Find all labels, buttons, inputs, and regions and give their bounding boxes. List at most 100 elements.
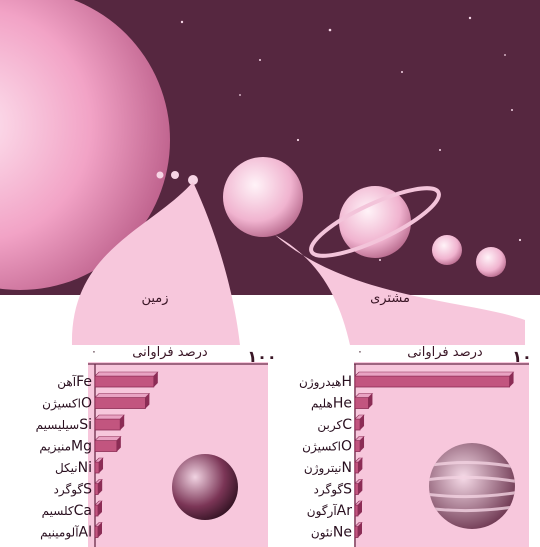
earth-name-ni: نیکل xyxy=(55,461,78,475)
earth-bar-side-s xyxy=(98,479,103,495)
jupiter-bar-he xyxy=(354,397,369,409)
earth-bar-top-fe xyxy=(94,371,159,377)
jupiter-symbol-s: S xyxy=(343,482,352,498)
earth-symbol-ca: Ca xyxy=(74,503,92,519)
earth-label-al: آلومینیمAl xyxy=(40,525,92,541)
earth-label: زمین xyxy=(141,291,168,306)
earth-symbol-o: O xyxy=(81,396,92,412)
jupiter-bars: هیدروژنH هلیمHe کربنC اکسیژنO نیتروژنN گوگردS… xyxy=(299,371,515,541)
earth-name-ca: کلسیم xyxy=(42,504,74,518)
earth-bar-ca xyxy=(94,504,99,517)
jupiter-label-ne: نئونNe xyxy=(311,525,352,541)
earth-bar-si xyxy=(94,418,121,431)
jupiter-name-c: کربن xyxy=(317,418,342,433)
jupiter-label-o: اکسیژنO xyxy=(302,439,352,455)
earth-label-o: اکسیژنO xyxy=(42,396,92,412)
earth-bar-ni xyxy=(94,461,100,474)
jupiter-bar-side-c xyxy=(360,415,365,430)
jupiter-bar-h xyxy=(354,375,510,388)
earth-bar-o xyxy=(94,397,146,409)
sun-icon xyxy=(0,0,170,290)
earth-label-fe: آهنFe xyxy=(57,374,92,390)
jupiter-callout xyxy=(275,235,525,345)
jupiter-bar-side-ne xyxy=(358,522,362,538)
jupiter-bar-side-h xyxy=(509,372,514,387)
earth-bar-top-si xyxy=(94,414,125,420)
earth-tick-min: ۰ xyxy=(91,345,97,358)
jupiter-bar-c xyxy=(354,418,361,431)
jupiter-axis-title: درصد فراوانی xyxy=(407,345,483,360)
jupiter-name-ar: آرگون xyxy=(307,503,338,519)
jupiter-name-n: نیتروژن xyxy=(304,461,342,476)
jupiter-name-s: گوگرد xyxy=(314,483,344,498)
jupiter-bar-o xyxy=(354,440,361,452)
earth-bar-top-mg xyxy=(94,436,122,441)
earth-name-o: اکسیژن xyxy=(42,397,81,412)
earth-name-si: سیلیسیم xyxy=(36,418,80,432)
jupiter-bar-side-ar xyxy=(358,501,362,516)
earth-bar-al xyxy=(94,526,99,538)
jupiter-name-ne: نئون xyxy=(311,526,333,541)
uranus-icon xyxy=(432,235,462,265)
earth-bar-mg xyxy=(94,440,118,452)
jupiter-tick-max: ۱۰ xyxy=(512,347,532,366)
jupiter-bar-n xyxy=(354,461,359,474)
jupiter-label-ar: آرگونAr xyxy=(307,503,352,519)
earth-chart-panel xyxy=(88,362,268,547)
jupiter-bar-ne xyxy=(354,526,359,538)
earth-small-icon xyxy=(188,175,198,185)
earth-callout xyxy=(71,182,240,345)
jupiter-bar-side-n xyxy=(358,458,363,473)
earth-bar-side-al xyxy=(98,522,102,538)
jupiter-name-he: هلیم xyxy=(311,397,333,411)
earth-bar-side-fe xyxy=(153,372,158,387)
jupiter-symbol-ne: Ne xyxy=(333,525,352,541)
jupiter-label-he: هلیمHe xyxy=(311,396,352,412)
earth-label-mg: منیزیمMg xyxy=(39,439,92,455)
earth-label-si: سیلیسیمSi xyxy=(36,417,92,433)
jupiter-bar-top-h xyxy=(354,371,515,377)
earth-globe-icon xyxy=(172,454,238,520)
neptune-icon xyxy=(476,247,506,277)
earth-symbol-ni: Ni xyxy=(78,460,92,476)
earth-name-fe: آهن xyxy=(57,374,76,390)
earth-symbol-mg: Mg xyxy=(71,439,92,455)
earth-symbol-al: Al xyxy=(79,525,92,541)
earth-bar-side-ni xyxy=(99,458,104,473)
earth-label-ca: کلسیمCa xyxy=(42,503,92,519)
earth-bar-s xyxy=(94,483,99,495)
earth-bar-top-o xyxy=(94,393,151,398)
earth-bar-side-mg xyxy=(116,436,121,452)
jupiter-name-h: هیدروژن xyxy=(299,375,341,390)
earth-label-ni: نیکلNi xyxy=(55,460,92,476)
jupiter-symbol-o: O xyxy=(341,439,352,455)
jupiter-label-h: هیدروژنH xyxy=(299,374,352,390)
venus-icon xyxy=(171,171,179,179)
jupiter-chart-panel xyxy=(354,362,529,547)
earth-name-mg: منیزیم xyxy=(39,440,71,455)
earth-name-s: گوگرد xyxy=(54,483,84,498)
jupiter-bar-side-he xyxy=(368,393,373,409)
earth-symbol-s: S xyxy=(83,482,92,498)
jupiter-label-n: نیتروژنN xyxy=(304,460,352,476)
jupiter-bar-s xyxy=(354,483,359,495)
jupiter-symbol-he: He xyxy=(333,396,352,412)
earth-bar-side-si xyxy=(120,415,125,430)
earth-name-al: آلومینیم xyxy=(40,525,79,541)
earth-bar-side-ca xyxy=(98,501,102,516)
jupiter-icon xyxy=(223,157,303,237)
jupiter-label: مشتری xyxy=(370,291,410,306)
jupiter-bar-side-s xyxy=(358,479,363,495)
earth-label-s: گوگردS xyxy=(54,482,93,498)
jupiter-tick-min: ۰ xyxy=(357,345,363,358)
earth-bar-side-o xyxy=(145,393,150,409)
earth-symbol-si: Si xyxy=(79,417,92,433)
jupiter-bar-side-o xyxy=(360,436,365,452)
jupiter-symbol-n: N xyxy=(342,460,352,476)
jupiter-label-c: کربنC xyxy=(317,417,352,433)
jupiter-symbol-ar: Ar xyxy=(337,503,353,519)
jupiter-symbol-h: H xyxy=(341,374,352,390)
jupiter-name-o: اکسیژن xyxy=(302,440,341,455)
earth-symbol-fe: Fe xyxy=(76,374,92,390)
